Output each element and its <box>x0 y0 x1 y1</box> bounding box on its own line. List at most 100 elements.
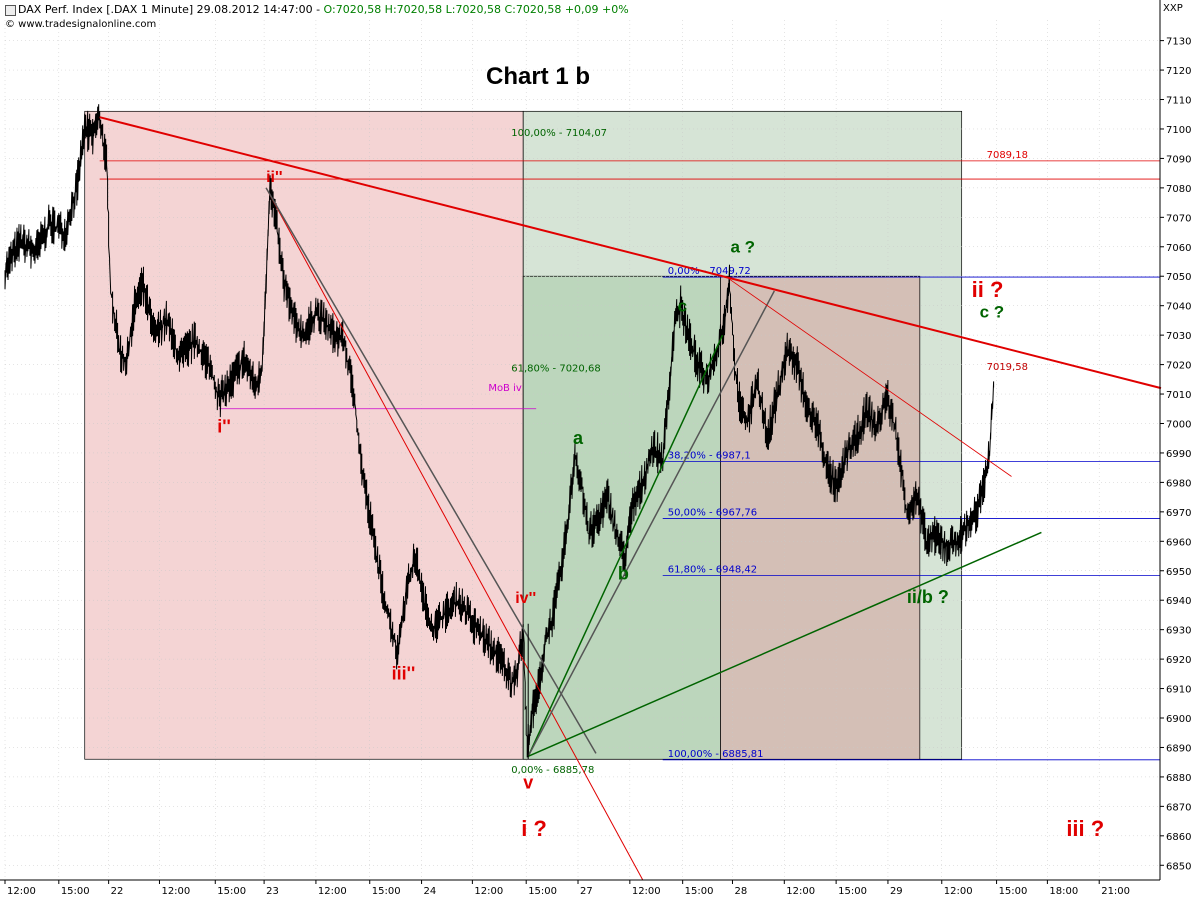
fib-zones <box>84 110 963 760</box>
wave-label: i'' <box>217 416 231 436</box>
y-tick-label: 6910 <box>1166 685 1191 696</box>
x-tick-label: 15:00 <box>372 886 401 897</box>
symbol-label: XXP <box>1163 3 1183 14</box>
x-tick-label: 15:00 <box>528 886 557 897</box>
chart-header: DAX Perf. Index [.DAX 1 Minute] 29.08.20… <box>18 3 629 16</box>
y-tick-label: 6890 <box>1166 743 1191 754</box>
y-tick-label: 7100 <box>1166 125 1191 136</box>
level-label: 0,00% - 7049,72 <box>668 266 751 277</box>
x-tick-label: 12:00 <box>7 886 36 897</box>
y-tick-label: 7050 <box>1166 272 1191 283</box>
level-label: 61,80% - 6948,42 <box>668 564 757 575</box>
grid-lines <box>4 20 1160 880</box>
x-tick-label: 24 <box>424 886 437 897</box>
price-series <box>4 104 995 758</box>
y-tick-label: 6990 <box>1166 449 1191 460</box>
x-tick-label: 12:00 <box>318 886 347 897</box>
y-tick-label: 7080 <box>1166 184 1191 195</box>
wave-label: iii ? <box>1066 816 1104 841</box>
y-tick-label: 6940 <box>1166 596 1191 607</box>
x-tick-label: 28 <box>734 886 747 897</box>
green-support-line <box>527 531 1042 757</box>
y-tick-label: 7020 <box>1166 361 1191 372</box>
fib-0-label: 0,00% - 6885,78 <box>511 765 594 776</box>
y-tick-label: 6900 <box>1166 714 1191 725</box>
gray-up-line <box>527 290 775 757</box>
y-tick-label: 6850 <box>1166 861 1191 872</box>
instrument-label: DAX Perf. Index [.DAX 1 Minute] 29.08.20… <box>18 3 324 16</box>
x-tick-label: 23 <box>266 886 279 897</box>
copyright-label: © www.tradesignalonline.com <box>5 19 157 30</box>
y-tick-label: 6930 <box>1166 626 1191 637</box>
wave-label: ii ? <box>972 277 1004 302</box>
x-tick-label: 15:00 <box>999 886 1028 897</box>
y-tick-label: 6960 <box>1166 537 1191 548</box>
horizontal-levels: 7089,18 0,00% - 7049,72 38,20% - 6987,1 50,… <box>99 128 1160 776</box>
wave-label: iii'' <box>392 664 416 684</box>
wave-label: v <box>523 773 533 793</box>
x-tick-label: 15:00 <box>685 886 714 897</box>
wave-labels: ii'' i'' iii'' iv'' v i ? a b c a ? ii ?c ? ii/b ? i… <box>217 169 1104 841</box>
chart-title: Chart 1 b <box>486 63 590 90</box>
green-up-line <box>527 334 724 757</box>
y-tick-label: 7060 <box>1166 243 1191 254</box>
mob-label: MoB iv <box>488 383 522 394</box>
y-tick-label: 7120 <box>1166 66 1191 77</box>
y-tick-label: 7030 <box>1166 331 1191 342</box>
pink-zone <box>84 110 524 760</box>
x-tick-label: 12:00 <box>786 886 815 897</box>
y-tick-label: 7040 <box>1166 302 1191 313</box>
x-tick-label: 15:00 <box>217 886 246 897</box>
wave-label: iv'' <box>515 590 536 607</box>
x-tick-label: 27 <box>580 886 593 897</box>
last-price-label: 7019,58 <box>987 362 1028 373</box>
x-tick-label: 29 <box>890 886 903 897</box>
y-tick-label: 7000 <box>1166 419 1191 430</box>
thin-down-line <box>729 278 1012 477</box>
y-tick-label: 6880 <box>1166 773 1191 784</box>
ohlc-values: O:7020,58 H:7020,58 L:7020,58 C:7020,58 … <box>323 3 629 16</box>
level-label: 100,00% - 6885,81 <box>668 749 764 760</box>
y-tick-label: 6920 <box>1166 655 1191 666</box>
y-tick-label: 6860 <box>1166 832 1191 843</box>
y-tick-label: 7070 <box>1166 213 1191 224</box>
x-tick-label: 12:00 <box>161 886 190 897</box>
down-channel-line <box>265 187 644 881</box>
fib-618-label: 61,80% - 7020,68 <box>511 364 600 375</box>
x-tick-label: 15:00 <box>838 886 867 897</box>
x-tick-label: 21:00 <box>1101 886 1130 897</box>
wave-label: c <box>678 297 687 316</box>
y-tick-label: 6950 <box>1166 567 1191 578</box>
level-label: 38,20% - 6987,1 <box>668 450 751 461</box>
x-tick-label: 12:00 <box>944 886 973 897</box>
level-label: 7089,18 <box>987 150 1028 161</box>
gray-down-line <box>265 187 597 754</box>
wave-label: c ? <box>980 302 1005 321</box>
wave-label: a ? <box>730 238 755 257</box>
brown-zone <box>720 275 921 760</box>
collapse-icon[interactable] <box>5 5 16 16</box>
wave-label: ii/b ? <box>907 587 949 607</box>
y-tick-label: 6980 <box>1166 478 1191 489</box>
trend-lines <box>99 116 1162 881</box>
level-label: 50,00% - 6967,76 <box>668 507 757 518</box>
y-tick-label: 7010 <box>1166 390 1191 401</box>
wave-label: b <box>618 564 629 584</box>
y-tick-label: 7130 <box>1166 37 1191 48</box>
x-tick-label: 15:00 <box>61 886 90 897</box>
wave-label: a <box>573 428 584 448</box>
main-resistance-line <box>99 116 1162 390</box>
y-tick-label: 6870 <box>1166 802 1191 813</box>
fib-100-label: 100,00% - 7104,07 <box>511 128 607 139</box>
green-zone-inner <box>522 275 721 760</box>
wave-label: ii'' <box>266 169 283 186</box>
y-tick-label: 6970 <box>1166 508 1191 519</box>
x-tick-label: 12:00 <box>632 886 661 897</box>
x-tick-label: 22 <box>111 886 124 897</box>
y-tick-label: 7110 <box>1166 96 1191 107</box>
y-tick-label: 7090 <box>1166 154 1191 165</box>
wave-label: i ? <box>521 816 547 841</box>
x-tick-label: 12:00 <box>474 886 503 897</box>
